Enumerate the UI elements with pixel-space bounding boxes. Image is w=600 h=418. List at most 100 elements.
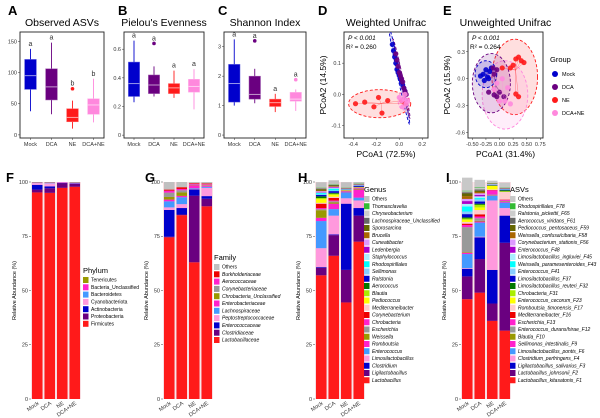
significance-label: a [50,35,54,42]
bar-segment-limosilactobacillus-pontis-f6 [487,195,498,201]
data-point [494,80,500,86]
significance-label: b [92,71,96,78]
panel-letter-d: D [318,3,327,18]
legend-item: Blautia [364,290,388,297]
outlier-point [293,77,298,82]
data-point [395,63,401,69]
bar-dca-ne [68,182,81,399]
stacked-bar-f: 0 25 50 75 100 Relative Abundance (%) Mock DCA N… [12,180,139,418]
series-ne [499,54,527,100]
legend-label: Clostridiaceae [222,330,254,336]
y-tick-label: 0.3 [457,50,465,56]
bar-segment-others [353,182,364,184]
bar-segment-firmicutes [57,187,68,399]
x-tick-label: DCA [324,401,337,413]
data-point [371,104,377,110]
bar-dca [43,182,56,399]
bar-segment-limosilactobacillus-pontis-f6 [474,222,485,237]
bar-segment-firmicutes [69,186,80,399]
data-point [515,54,522,60]
bar-segment-aerococcus [328,192,339,194]
bar-segment-limosilactobacillus-pontis-f6 [499,202,510,209]
bar-segment-sporosarcina [328,185,339,187]
box-iqr [188,79,200,93]
y-axis-label: Relative Abundance (%) [442,261,448,320]
bar-segment-cyanobacteriota [32,183,43,185]
bar-segment-lactobacillus [316,275,327,399]
legend-item: Enterococcus_durans/hirae_F12 [510,326,590,333]
legend-swatch [214,322,220,329]
legend-label: Cuneatibacter [372,240,403,246]
legend-label: Mock [562,72,575,78]
y-tick-label: -0.6 [456,131,465,137]
legend-item: Clostridium_perfringens_F4 [510,355,580,362]
bar-segment-blautia-f10 [462,252,473,253]
legend-swatch [214,315,220,322]
bar-segment-enterococcus [353,197,364,201]
legend-item: Burkholderiaceae [214,271,261,278]
bar-segment-lachnospiraceae [164,201,175,208]
legend-label: Corynebacteriaceae [222,287,267,293]
panel-letter-e: E [443,3,452,18]
panel-letter-g: G [145,170,155,185]
data-point [502,98,508,104]
chart-title: Weighted Unifrac [346,17,426,29]
legend-label: Brucella [372,233,390,239]
plot-frame [467,31,544,139]
legend-item: Tenericutes [83,277,117,284]
bar-segment-weissella-paramesenteroides-f43 [474,198,485,200]
y-tick-label: 75 [22,234,28,240]
panel-letter-i: I [446,170,450,185]
legend-label: Thomasclavelia [372,204,407,210]
bar-segment-lactobacillaceae [164,237,175,399]
bar-segment-proteobacteria [32,189,43,193]
bar-segment-others [474,179,485,188]
bar-segment-limosilactobacillus [328,215,339,235]
bar-segment-ralstonia [328,191,339,193]
legend-item: Enterococcaceae [214,322,261,329]
legend-item: Lactobacillaceae [214,337,259,344]
box-iqr [45,68,58,101]
legend-item: Pediococcus [364,297,401,304]
y-tick-label: 100 [303,180,312,186]
legend-swatch [364,283,370,289]
y-tick-label: 0 [118,133,121,139]
legend-label: Chrobacteria_Unclassified [222,294,281,300]
data-point [486,89,492,95]
x-tick-label: 0.2 [418,142,426,148]
bar-segment-enterococcus [328,209,339,216]
legend-label: Sellimonas_intestinalis_F9 [518,342,577,348]
data-point [521,59,527,66]
y-axis-label: Relative Abundance (%) [12,261,18,320]
box-iqr [289,92,302,102]
legend-swatch [510,348,516,355]
bar-segment-lactobacillus-johnsonii-f2 [499,242,510,331]
plot-area [348,32,412,125]
bar-segment-enterococcus [316,221,327,249]
spider-line [381,100,402,104]
bar-segment-cuneatibacter [316,191,327,192]
x-tick-label: DCA+NE [285,142,308,148]
boxplot-b: Pielou's Evenness 0 0.2 0.4 0.6 a Mock a DCA a NE a… [113,17,206,148]
box-dca: a [248,33,261,104]
legend-item: Limosilactobacillus [364,355,414,362]
legend-item: Weissella [364,333,394,340]
y-tick-label: 1 [218,104,221,110]
box-ne: a [168,63,180,98]
legend-title: ASVs [510,185,529,194]
data-point [499,65,505,71]
bar-segment-aerococcaceae [164,190,175,193]
bar-segment-sellimonas-intestinalis-f9 [462,252,473,255]
significance-label: a [152,35,156,42]
legend-item: Chrobacteria_Unclassified [214,293,281,300]
panel-letters: A B C D E F G H I [6,3,452,185]
bar-segment-mediterraneibacter-f16 [474,214,485,217]
legend-item: Escherichia_F13 [510,319,555,326]
legend: ASVs OthersRhodospirillales_F78Ralstonia_… [510,185,597,384]
data-point [404,97,410,104]
y-tick-label: 25 [154,343,160,349]
box-dca: a [148,35,160,97]
bar-segment-staphylococcus [316,192,327,194]
bar-segment-others [316,182,327,188]
box-iqr [24,59,37,90]
